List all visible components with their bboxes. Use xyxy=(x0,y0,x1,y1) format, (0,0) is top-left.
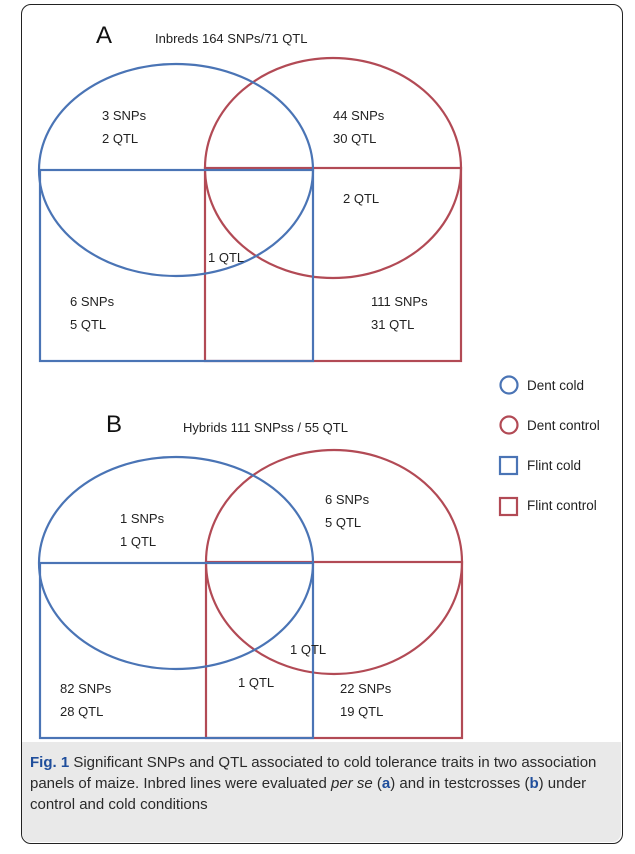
caption-fig-label: Fig. 1 xyxy=(30,754,70,771)
caption-band xyxy=(22,742,621,842)
legend-dent-control-label: Dent control xyxy=(527,418,600,433)
panel-a-dent-control-qtl: 30 QTL xyxy=(333,131,376,146)
panel-a-flint-cold-rect xyxy=(38,168,315,363)
panel-a-center-overlap-qtl: 1 QTL xyxy=(208,250,244,265)
panel-b-flint-overlap-qtl: 1 QTL xyxy=(238,675,274,690)
caption-per-se: per se xyxy=(331,775,373,792)
panel-b-dent-cold-snps: 1 SNPs xyxy=(120,511,165,526)
panel-a-dent-control-upper-qtl: 2 QTL xyxy=(343,191,379,206)
caption-b: b xyxy=(529,775,539,792)
panel-a-letter: A xyxy=(96,22,112,49)
panel-a-flint-cold-qtl: 5 QTL xyxy=(70,317,106,332)
legend-dent-cold-label: Dent cold xyxy=(527,378,584,393)
panel-b-flint-control-qtl: 19 QTL xyxy=(340,704,383,719)
legend: Dent cold Dent control Flint cold Flint … xyxy=(498,375,600,517)
panel-a-dent-cold-snps: 3 SNPs xyxy=(102,108,147,123)
panel-b-dent-control-snps: 6 SNPs xyxy=(325,492,370,507)
panel-a-flint-cold-snps: 6 SNPs xyxy=(70,294,115,309)
caption-a: a xyxy=(381,775,391,792)
panel-a-dent-control-snps: 44 SNPs xyxy=(333,108,385,123)
caption-text-4: ) under control and cold conditions xyxy=(30,775,587,813)
panel-b-flint-cold-qtl: 28 QTL xyxy=(60,704,103,719)
panel-b-title: Hybrids 111 SNPss / 55 QTL xyxy=(183,420,348,435)
panel-a-flint-control-rect xyxy=(203,166,463,363)
panel-a-dent-cold-qtl: 2 QTL xyxy=(102,131,138,146)
figure-frame xyxy=(21,4,623,844)
caption-text-1: Significant SNPs and QTL associated to c… xyxy=(30,754,597,792)
legend-flint-control-label: Flint control xyxy=(527,498,597,513)
figure-caption: Fig. 1 Significant SNPs and QTL associat… xyxy=(30,752,610,815)
caption-text-2: ( xyxy=(372,775,382,792)
legend-dent-cold-circle-icon xyxy=(499,375,519,395)
panel-b-center-overlap-qtl: 1 QTL xyxy=(290,642,326,657)
legend-dent-control-circle-icon xyxy=(499,415,519,435)
legend-flint-cold-label: Flint cold xyxy=(527,458,581,473)
panel-b-letter: B xyxy=(106,411,122,438)
panel-b-flint-cold-snps: 82 SNPs xyxy=(60,681,112,696)
panel-a-title: Inbreds 164 SNPs/71 QTL xyxy=(155,31,307,46)
legend-flint-cold-square-icon xyxy=(498,455,519,476)
panel-b-flint-cold-rect xyxy=(38,561,315,740)
panel-b-dent-control-qtl: 5 QTL xyxy=(325,515,361,530)
caption-text-3: ) and in testcrosses ( xyxy=(390,775,530,792)
panel-b-flint-control-rect xyxy=(204,560,464,740)
panel-a-flint-control-qtl: 31 QTL xyxy=(371,317,414,332)
venn-diagram: A Inbreds 164 SNPs/71 QTL 3 SNPs 2 QTL 4… xyxy=(37,22,600,740)
panel-b-dent-cold-qtl: 1 QTL xyxy=(120,534,156,549)
legend-flint-control-square-icon xyxy=(498,496,519,517)
panel-b-flint-control-snps: 22 SNPs xyxy=(340,681,392,696)
panel-a-flint-control-snps: 111 SNPs xyxy=(371,294,428,309)
